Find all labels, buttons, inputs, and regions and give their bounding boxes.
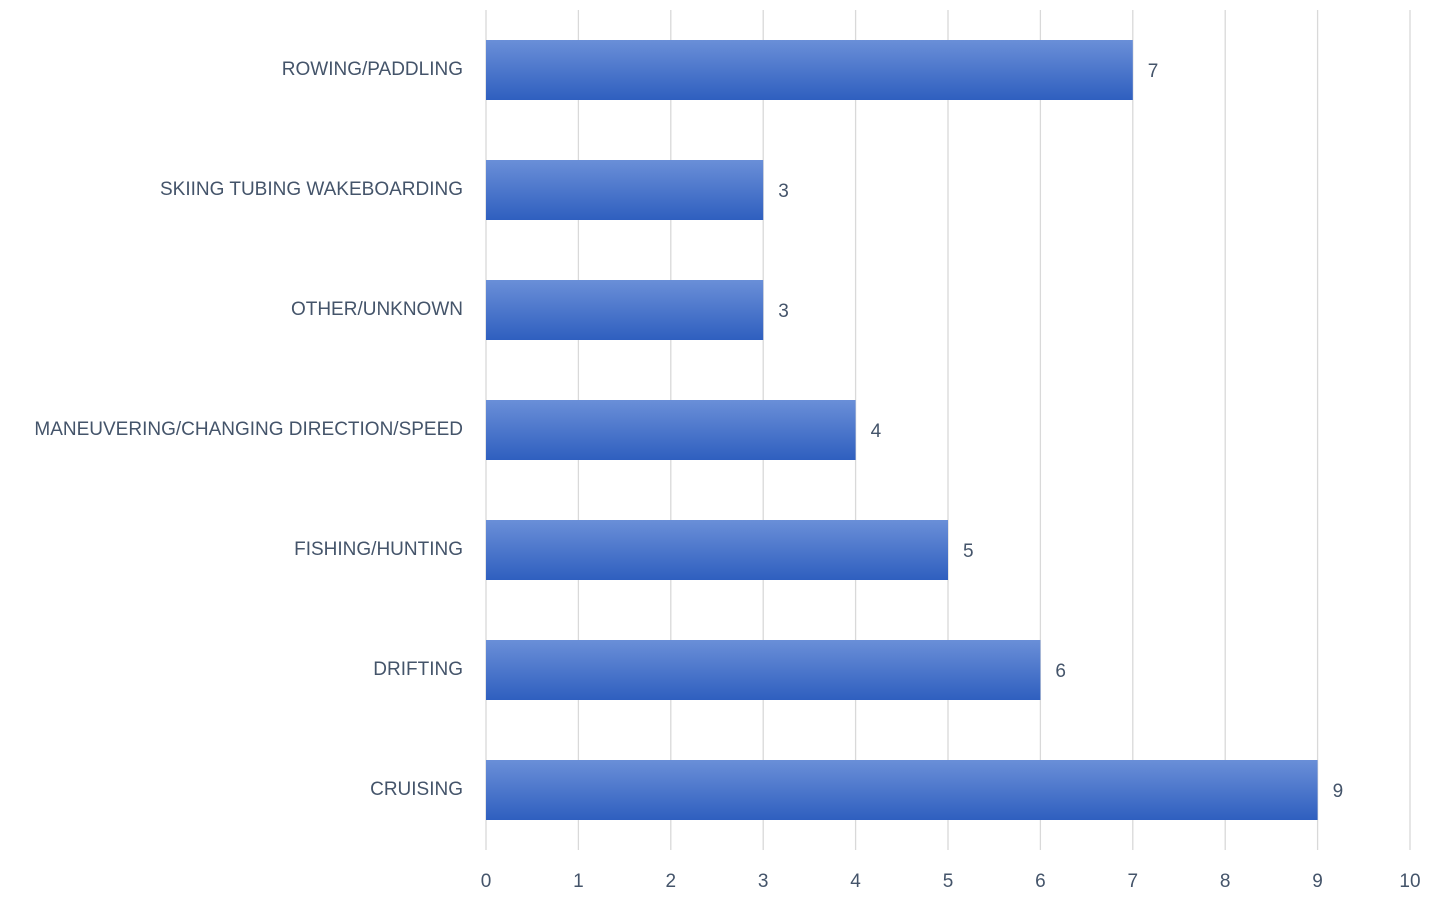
- data-label-skiing-tubing-wakeboarding: 3: [778, 181, 789, 202]
- x-tick-label-2: 2: [666, 871, 677, 892]
- data-label-drifting: 6: [1055, 661, 1066, 682]
- bar-other-unknown: [486, 280, 764, 340]
- bar-drifting: [486, 640, 1041, 700]
- data-label-maneuvering-changing-direction-speed: 4: [871, 421, 882, 442]
- x-tick-label-4: 4: [850, 871, 861, 892]
- data-label-rowing-paddling: 7: [1148, 61, 1159, 82]
- x-tick-label-8: 8: [1220, 871, 1231, 892]
- bar-fishing-hunting: [486, 520, 948, 580]
- category-label-other-unknown: OTHER/UNKNOWN: [291, 299, 463, 320]
- data-label-cruising: 9: [1333, 781, 1344, 802]
- x-tick-label-10: 10: [1399, 871, 1420, 892]
- category-labels: ROWING/PADDLING SKIING TUBING WAKEBOARDIN…: [34, 59, 463, 800]
- bar-rowing-paddling: [486, 40, 1133, 100]
- data-label-fishing-hunting: 5: [963, 541, 974, 562]
- data-label-other-unknown: 3: [778, 301, 789, 322]
- data-labels: 7 3 3 4 5 6 9: [778, 61, 1343, 802]
- x-tick-label-1: 1: [573, 871, 584, 892]
- category-label-maneuvering-changing-direction-speed: MANEUVERING/CHANGING DIRECTION/SPEED: [34, 419, 463, 440]
- category-label-fishing-hunting: FISHING/HUNTING: [294, 539, 463, 560]
- category-label-skiing-tubing-wakeboarding: SKIING TUBING WAKEBOARDING: [160, 179, 463, 200]
- bar-skiing-tubing-wakeboarding: [486, 160, 764, 220]
- x-tick-label-0: 0: [481, 871, 492, 892]
- category-label-rowing-paddling: ROWING/PADDLING: [282, 59, 463, 80]
- x-axis-tick-labels: 0 1 2 3 4 5 6 7 8 9 10: [481, 871, 1421, 892]
- x-tick-label-7: 7: [1128, 871, 1139, 892]
- bar-maneuvering-changing-direction-speed: [486, 400, 856, 460]
- bar-cruising: [486, 760, 1318, 820]
- x-tick-label-6: 6: [1035, 871, 1046, 892]
- category-label-drifting: DRIFTING: [373, 659, 463, 680]
- x-tick-label-9: 9: [1312, 871, 1323, 892]
- bars: [486, 40, 1318, 820]
- x-tick-label-5: 5: [943, 871, 954, 892]
- x-tick-label-3: 3: [758, 871, 769, 892]
- category-label-cruising: CRUISING: [370, 779, 463, 800]
